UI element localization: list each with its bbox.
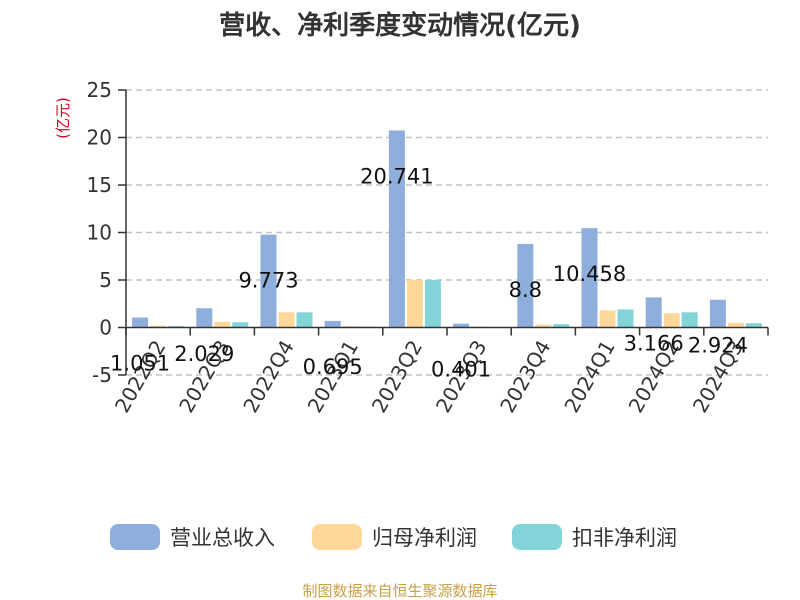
bar-归母净利润-2023Q4 (535, 324, 552, 328)
legend-swatch-归母净利润 (312, 524, 362, 550)
bar-归母净利润-2024Q3 (727, 322, 744, 328)
bar-营业总收入-2022Q4 (260, 234, 277, 328)
bar-归母净利润-2022Q3 (214, 321, 231, 328)
x-tick-label: 2022Q2 (110, 336, 170, 417)
legend-label-扣非净利润: 扣非净利润 (572, 526, 677, 550)
bar-归母净利润-2023Q2 (406, 280, 423, 328)
data-label-2022Q2: 1.051 (110, 352, 170, 376)
bar-扣非净利润-2024Q2 (681, 312, 698, 328)
bar-归母净利润-2024Q2 (663, 313, 680, 328)
y-axis-unit: (亿元) (54, 97, 72, 139)
data-label-2022Q4: 9.773 (238, 269, 298, 293)
data-label-2023Q2: 20.741 (360, 164, 433, 188)
data-label-2024Q3: 2.924 (688, 334, 748, 358)
y-axis-ticks: -5 0 5 10 15 20 25 (87, 78, 126, 387)
y-tick-label: 5 (99, 268, 112, 292)
chart-title: 营收、净利季度变动情况(亿元) (219, 10, 581, 41)
data-label-2023Q4: 8.8 (509, 278, 542, 302)
y-tick-label: 10 (87, 221, 112, 245)
data-label-2023Q3: 0.401 (431, 358, 491, 382)
bar-营业总收入-2024Q2 (645, 297, 662, 328)
bar-扣非净利润-2023Q4 (553, 324, 570, 328)
data-labels: 1.051 2.029 9.773 0.695 20.741 0.401 8.8 10.458… (110, 164, 748, 381)
data-label-2023Q1: 0.695 (303, 355, 363, 379)
bar-营业总收入-2023Q1 (324, 320, 341, 328)
data-label-2024Q2: 3.166 (624, 331, 684, 355)
y-tick-label: -5 (92, 363, 112, 387)
bar-营业总收入-2022Q3 (196, 308, 213, 328)
x-tick-label: 2024Q1 (559, 336, 619, 417)
x-tick-label: 2022Q4 (238, 336, 298, 417)
bar-扣非净利润-2022Q3 (232, 322, 249, 328)
legend-swatch-扣非净利润 (512, 524, 562, 550)
x-tick-label: 2023Q2 (367, 336, 427, 417)
bar-扣非净利润-2024Q3 (745, 323, 762, 328)
bar-归母净利润-2024Q1 (599, 310, 616, 328)
bar-扣非净利润-2022Q4 (296, 312, 313, 328)
bar-归母净利润-2022Q4 (278, 312, 295, 328)
grid-lines (126, 89, 768, 376)
data-label-2024Q1: 10.458 (553, 262, 626, 286)
legend-swatch-营业总收入 (110, 524, 160, 550)
bar-营业总收入-2022Q2 (132, 317, 149, 328)
legend-label-营业总收入: 营业总收入 (170, 526, 275, 550)
bar-扣非净利润-2024Q1 (617, 309, 634, 328)
y-tick-label: 15 (87, 173, 112, 197)
bar-营业总收入-2023Q2 (388, 130, 405, 328)
legend: 营业总收入 归母净利润 扣非净利润 (110, 524, 677, 550)
bar-归母净利润-2022Q2 (150, 325, 167, 328)
bar-扣非净利润-2023Q2 (424, 280, 441, 328)
y-tick-label: 25 (87, 78, 112, 102)
y-tick-label: 0 (99, 316, 112, 340)
x-tick-label: 2023Q4 (495, 336, 555, 417)
source-note: 制图数据来自恒生聚源数据库 (302, 582, 497, 600)
bar-营业总收入-2024Q1 (581, 228, 598, 328)
y-tick-label: 20 (87, 126, 112, 150)
bar-营业总收入-2023Q4 (517, 243, 534, 328)
bar-营业总收入-2023Q3 (453, 323, 470, 328)
data-label-2022Q3: 2.029 (174, 342, 234, 366)
bar-营业总收入-2024Q3 (709, 299, 726, 328)
bars (132, 130, 762, 328)
legend-label-归母净利润: 归母净利润 (372, 526, 477, 550)
